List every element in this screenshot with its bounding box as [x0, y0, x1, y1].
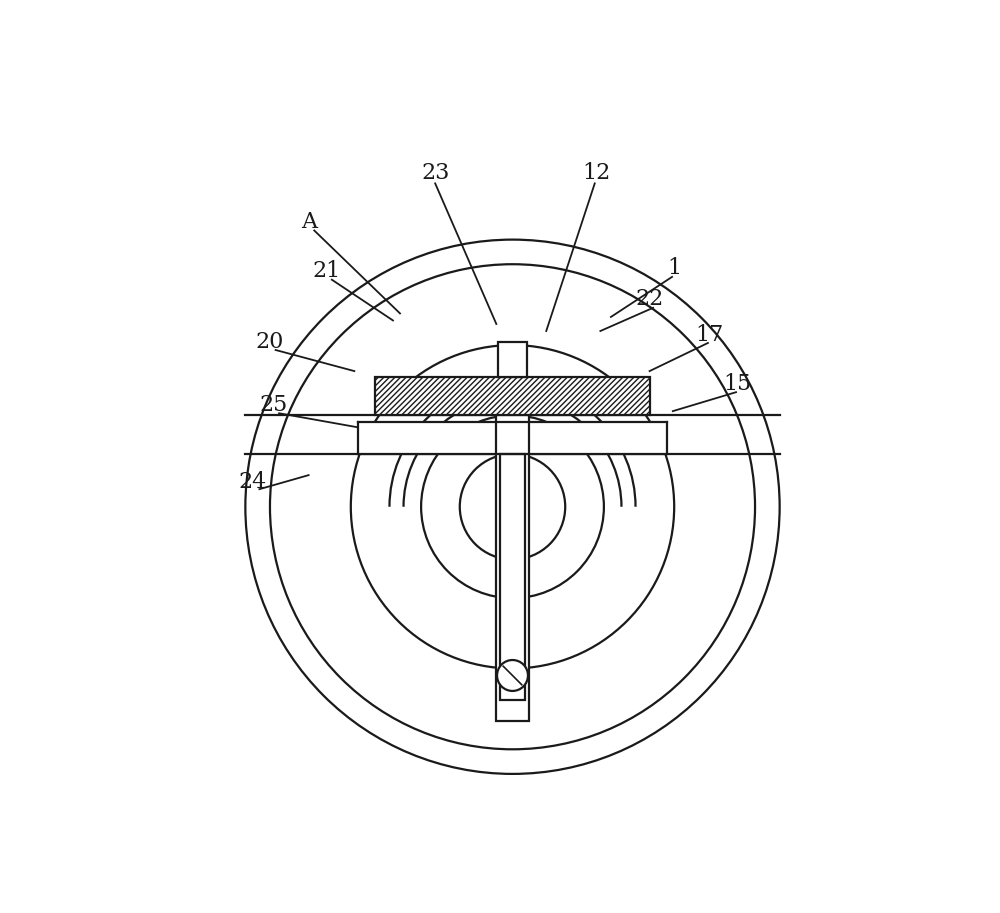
Text: 1: 1	[667, 257, 681, 278]
Bar	[358, 423, 667, 454]
Text: 12: 12	[583, 162, 611, 184]
Text: 21: 21	[312, 260, 340, 282]
Circle shape	[497, 660, 528, 691]
Text: 23: 23	[421, 162, 449, 184]
Text: 15: 15	[723, 373, 752, 394]
Bar	[498, 341, 527, 377]
Bar	[375, 377, 650, 415]
Bar	[375, 377, 650, 415]
Text: A: A	[301, 211, 317, 233]
Text: 17: 17	[695, 323, 723, 345]
Text: 24: 24	[238, 471, 267, 493]
Text: 22: 22	[635, 289, 664, 310]
Text: 20: 20	[256, 331, 284, 352]
Bar	[496, 415, 529, 721]
Text: 25: 25	[259, 394, 288, 415]
Bar	[500, 454, 525, 700]
